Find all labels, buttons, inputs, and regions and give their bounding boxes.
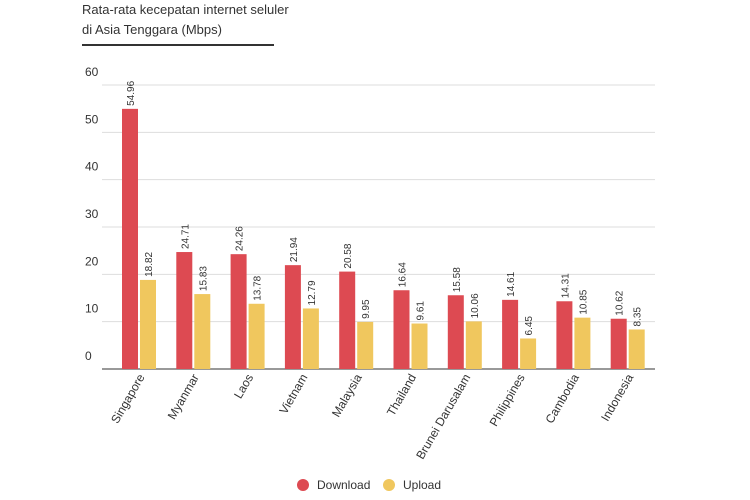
data-label: 15.58 <box>452 267 463 292</box>
y-tick-label: 0 <box>85 349 92 363</box>
data-label: 21.94 <box>289 237 300 262</box>
bar-download <box>502 299 519 369</box>
x-tick-label: Cambodia <box>543 371 583 426</box>
legend-item-upload: Upload <box>383 478 441 492</box>
data-label: 54.96 <box>126 80 137 105</box>
data-label: 10.85 <box>578 289 589 314</box>
bar-upload <box>520 338 537 369</box>
chart-title: Rata-rata kecepatan internet seluler di … <box>82 0 382 40</box>
legend-swatch-upload <box>383 479 395 491</box>
data-label: 10.06 <box>470 293 481 318</box>
x-tick-label: Philippines <box>487 372 528 429</box>
bar-download <box>122 108 138 369</box>
x-tick-label: Myanmar <box>165 372 202 422</box>
data-label: 10.62 <box>615 290 626 315</box>
bar-download <box>230 254 247 369</box>
bar-download <box>284 265 301 369</box>
x-tick-label: Singapore <box>108 371 148 426</box>
data-label: 15.83 <box>198 266 209 291</box>
data-label: 13.78 <box>253 275 264 300</box>
title-underline <box>82 44 274 46</box>
x-tick-label: Brunei Darusalam <box>413 372 473 462</box>
data-label: 18.82 <box>144 251 155 276</box>
bar-chart: 0 10 20 30 40 50 60 54.96 18.82 Singapore 24.71 15.… <box>85 65 655 462</box>
bar-upload <box>465 321 482 369</box>
data-label: 24.26 <box>235 226 246 251</box>
x-tick-label: Indonesia <box>598 371 636 423</box>
bar-download <box>393 290 410 369</box>
x-tick-label: Laos <box>231 372 256 402</box>
bar-upload <box>248 303 265 369</box>
bar-upload <box>574 317 591 369</box>
y-tick-label: 10 <box>85 302 99 316</box>
y-tick-label: 60 <box>85 65 99 79</box>
data-label: 14.61 <box>506 271 517 296</box>
chart-title-line1: Rata-rata kecepatan internet seluler <box>82 2 289 17</box>
y-tick-label: 40 <box>85 160 99 174</box>
bar-upload <box>628 329 645 369</box>
data-label: 16.64 <box>398 262 409 287</box>
legend: Download Upload <box>0 478 750 500</box>
chart-title-line2: di Asia Tenggara (Mbps) <box>82 22 222 37</box>
legend-swatch-download <box>297 479 309 491</box>
legend-label-download: Download <box>317 478 371 492</box>
bar-download <box>176 252 193 369</box>
data-label: 9.61 <box>416 301 427 321</box>
y-tick-label: 20 <box>85 254 99 268</box>
data-label: 24.71 <box>180 224 191 249</box>
bar-upload <box>140 279 156 369</box>
bar-upload <box>302 308 319 369</box>
data-label: 6.45 <box>524 316 535 336</box>
legend-label-upload: Upload <box>403 478 442 492</box>
data-label: 14.31 <box>560 273 571 298</box>
y-tick-label: 30 <box>85 207 99 221</box>
x-tick-label: Malaysia <box>329 371 365 419</box>
bar-upload <box>411 323 428 369</box>
bar-upload <box>194 294 211 369</box>
bar-download <box>556 301 573 369</box>
x-tick-label: Thailand <box>384 372 419 419</box>
data-label: 8.35 <box>633 307 644 327</box>
y-tick-label: 50 <box>85 112 99 126</box>
bar-download <box>447 295 464 369</box>
bar-download <box>610 318 627 369</box>
bar-upload <box>357 321 374 369</box>
bar-download <box>339 271 356 369</box>
legend-item-download: Download <box>297 478 370 492</box>
data-label: 20.58 <box>343 243 354 268</box>
x-tick-label: Vietnam <box>276 372 310 417</box>
data-label: 12.79 <box>307 280 318 305</box>
data-label: 9.95 <box>361 299 372 319</box>
